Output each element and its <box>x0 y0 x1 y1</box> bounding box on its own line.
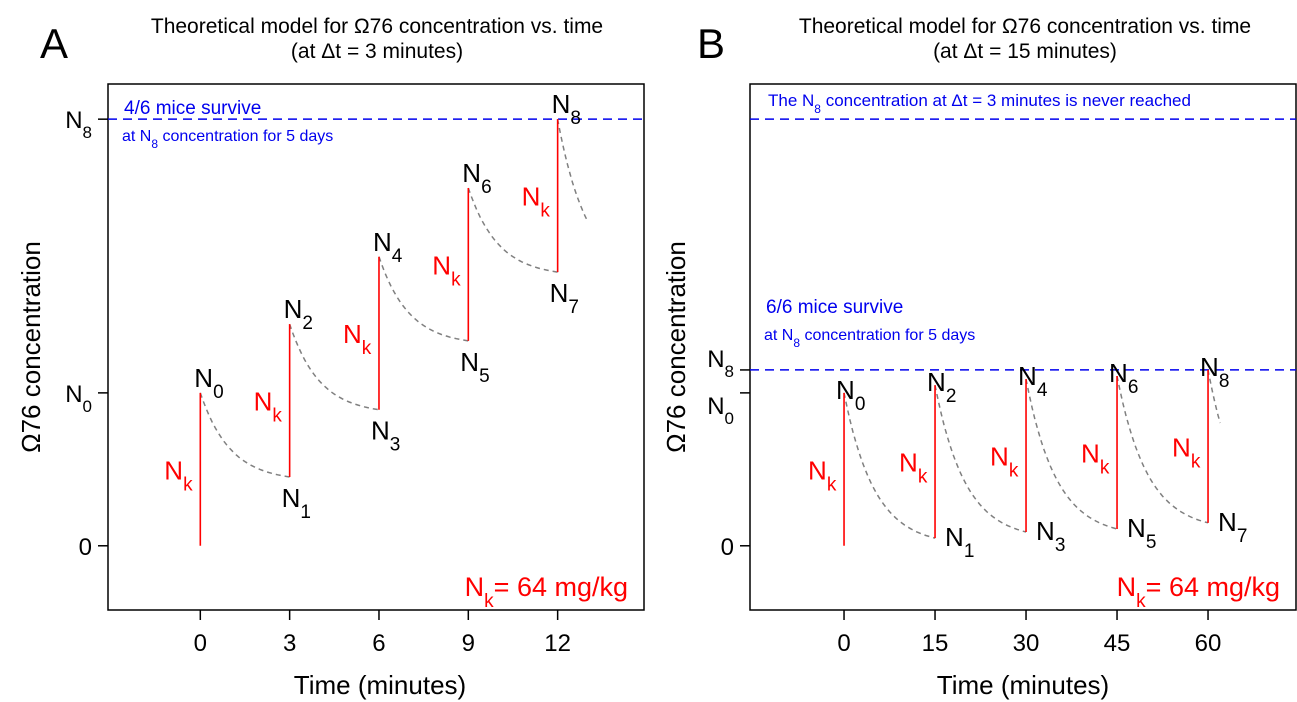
dose-jump-label: Nk <box>808 455 837 495</box>
x-tick-label: 0 <box>837 630 850 657</box>
survival-annotation: 4/6 mice survive <box>124 98 261 119</box>
point-label: N3 <box>1036 516 1065 556</box>
point-label: N7 <box>550 278 579 318</box>
dose-jump-label: Nk <box>1081 439 1110 479</box>
decay-curve <box>843 392 936 539</box>
decay-curve <box>378 256 469 342</box>
point-label: N1 <box>945 522 974 562</box>
survival-annotation-detail: at N8 concentration for 5 days <box>122 128 333 151</box>
point-label: N5 <box>1127 513 1156 553</box>
survival-annotation-detail: at N8 concentration for 5 days <box>764 327 975 350</box>
plot-content: 0 3 6 9 12 0 N0 N8 4/6 mice survive at N8 concent… <box>65 89 644 657</box>
y-axis-label: Ω76 concentration <box>661 241 691 453</box>
x-tick-label: 30 <box>1013 630 1040 657</box>
panel-b: B Theoretical model for Ω76 concentratio… <box>661 15 1297 700</box>
decay-curve <box>556 119 589 222</box>
y-tick-label: N0 <box>65 381 92 416</box>
panel-letter: B <box>697 20 725 67</box>
point-label: N4 <box>373 227 403 267</box>
panel-a: A Theoretical model for Ω76 concentratio… <box>16 15 645 700</box>
y-tick-label: N0 <box>707 393 734 428</box>
dose-annotation: Nk= 64 mg/kg <box>465 572 628 612</box>
x-tick-label: 9 <box>462 630 475 657</box>
point-label: N1 <box>282 483 311 523</box>
x-tick-label: 15 <box>922 630 949 657</box>
point-label: N6 <box>1109 358 1138 398</box>
dose-jump-label: Nk <box>343 319 372 359</box>
decay-curve <box>934 385 1027 533</box>
x-axis-label: Time (minutes) <box>937 670 1109 700</box>
dose-jump-label: Nk <box>990 442 1019 482</box>
point-label: N2 <box>284 294 313 334</box>
upper-line-annotation: The N8 concentration at Δt = 3 minutes i… <box>768 91 1191 116</box>
point-label: N3 <box>371 416 400 456</box>
dose-jump-label: Nk <box>522 182 551 222</box>
decay-curve <box>1025 378 1118 530</box>
x-tick-label: 60 <box>1195 630 1222 657</box>
point-label: N0 <box>836 375 865 415</box>
survival-annotation: 6/6 mice survive <box>766 297 903 318</box>
point-label: N4 <box>1018 361 1048 401</box>
decay-curve <box>1207 369 1221 424</box>
dose-jump-label: Nk <box>899 448 928 488</box>
decay-curve <box>467 187 558 273</box>
point-label: N2 <box>927 367 956 407</box>
decay-curve <box>199 392 290 478</box>
chart-title-line1: Theoretical model for Ω76 concentration … <box>799 15 1251 38</box>
point-label: N7 <box>1218 507 1247 547</box>
dose-annotation: Nk= 64 mg/kg <box>1117 572 1280 612</box>
chart-title-line1: Theoretical model for Ω76 concentration … <box>151 15 603 38</box>
plot-content: 0 15 30 45 60 0 N0 N8 The N8 concentration at Δt… <box>707 91 1296 657</box>
y-tick-label: 0 <box>79 534 92 561</box>
decay-curve <box>1116 375 1209 524</box>
x-tick-label: 45 <box>1104 630 1131 657</box>
panel-letter: A <box>40 20 68 67</box>
plot-frame <box>749 83 1297 611</box>
dose-jump-label: Nk <box>1172 432 1201 472</box>
dose-jump-label: Nk <box>254 387 283 427</box>
point-label: N6 <box>462 158 491 198</box>
point-label: N5 <box>460 347 489 387</box>
x-axis-label: Time (minutes) <box>294 670 466 700</box>
y-tick-label: N8 <box>707 346 734 381</box>
x-tick-label: 12 <box>544 630 571 657</box>
x-tick-label: 3 <box>283 630 296 657</box>
point-label: N8 <box>552 89 581 129</box>
chart-title-line2: (at Δt = 3 minutes) <box>291 40 463 63</box>
x-tick-label: 0 <box>194 630 207 657</box>
y-tick-label: 0 <box>721 534 734 561</box>
plot-frame <box>107 83 645 611</box>
y-axis-label: Ω76 concentration <box>16 241 46 453</box>
x-tick-label: 6 <box>372 630 385 657</box>
chart-title-line2: (at Δt = 15 minutes) <box>933 40 1117 63</box>
point-label: N8 <box>1200 352 1229 392</box>
decay-curve <box>288 323 380 411</box>
dose-jump-label: Nk <box>164 455 193 495</box>
dose-jump-label: Nk <box>432 250 461 290</box>
y-tick-label: N8 <box>65 107 92 142</box>
point-label: N0 <box>194 363 223 403</box>
